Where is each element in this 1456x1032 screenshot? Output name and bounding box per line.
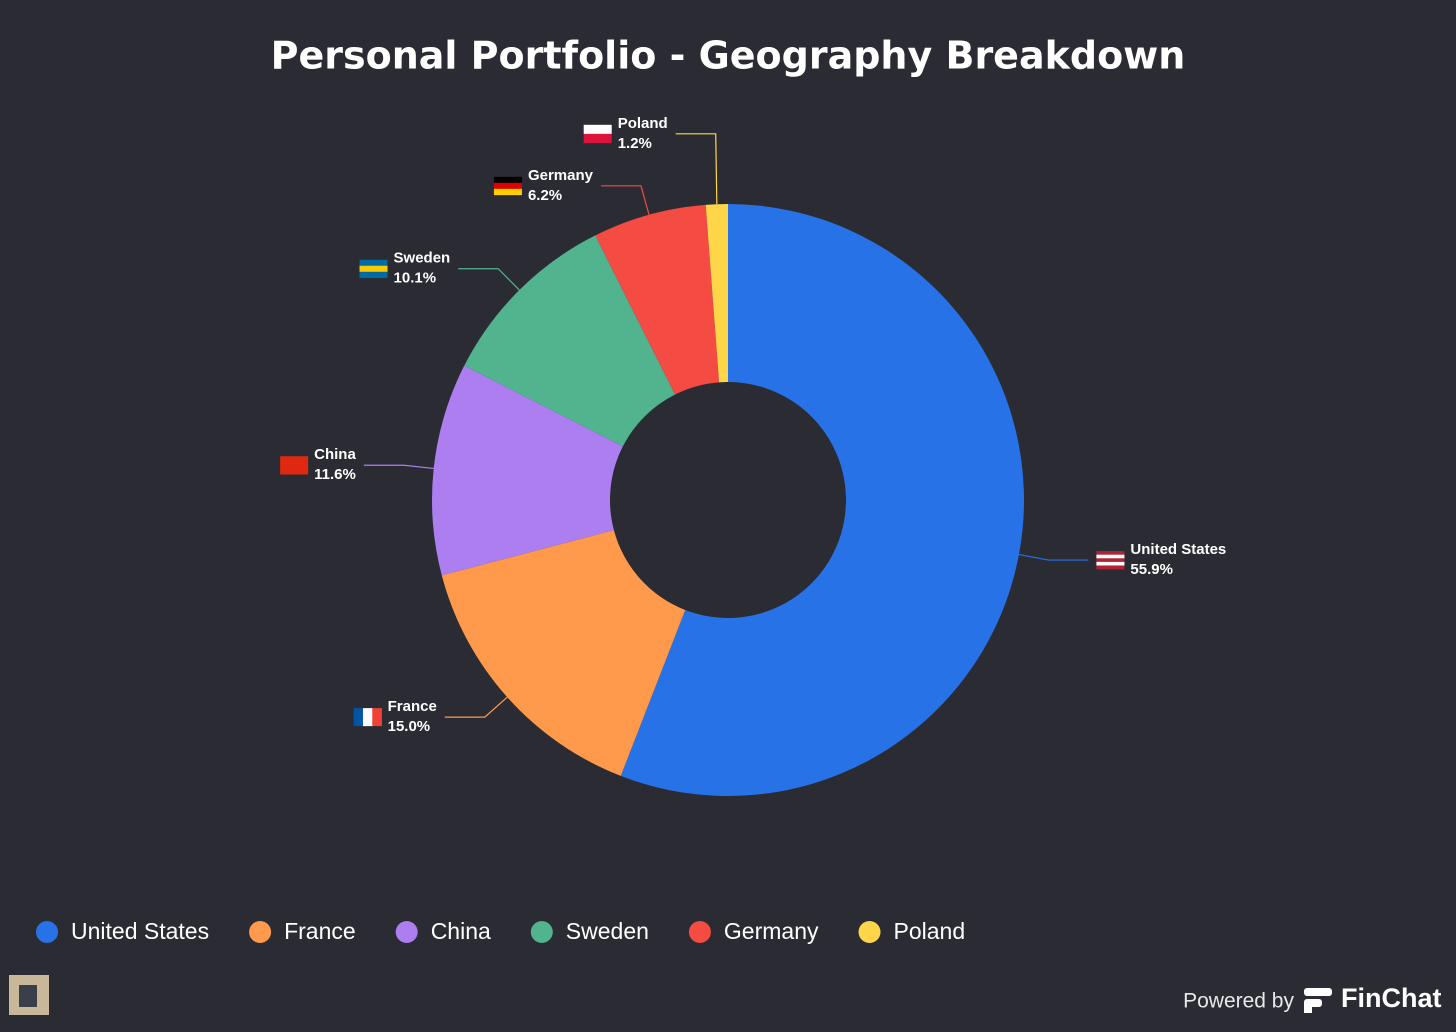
donut-slice xyxy=(432,365,623,576)
flag-icon xyxy=(1096,551,1125,570)
label-name: France xyxy=(388,698,437,715)
data-label: France 15.0% xyxy=(388,698,437,735)
flag-stripe xyxy=(362,708,373,727)
legend-marker xyxy=(395,921,418,943)
legend-marker xyxy=(249,921,272,943)
flag-stripe xyxy=(583,133,612,144)
label-name: United States xyxy=(1130,541,1226,558)
flag-icon xyxy=(583,124,612,144)
flag-stripe xyxy=(1096,554,1125,559)
leader-line xyxy=(363,464,434,470)
label-name: Sweden xyxy=(394,250,451,267)
label-value: 1.2% xyxy=(618,135,652,152)
chart-title: Personal Portfolio - Geography Breakdown xyxy=(271,34,1186,78)
donut-slice xyxy=(464,235,676,447)
flag-stripe xyxy=(493,182,522,190)
leader-line xyxy=(444,696,508,718)
flag-stripe xyxy=(359,265,388,273)
flag-stripe xyxy=(493,188,522,196)
donut-slice xyxy=(705,204,728,383)
label-value: 55.9% xyxy=(1130,561,1173,578)
legend-marker xyxy=(688,921,711,943)
flag-stripe xyxy=(359,271,388,279)
legend-label: China xyxy=(431,918,491,944)
data-label: Germany 6.2% xyxy=(528,167,594,204)
flag-icon xyxy=(280,456,309,475)
flag-stripe xyxy=(1096,561,1125,566)
flag-stripe xyxy=(372,708,382,727)
data-label: China 11.6% xyxy=(314,446,356,483)
label-name: Poland xyxy=(618,115,668,132)
leader-line xyxy=(1018,553,1089,561)
legend-label: Sweden xyxy=(566,918,649,944)
flag-stripe xyxy=(1096,565,1125,570)
donut-slice xyxy=(595,204,720,395)
legend-label: United States xyxy=(71,918,209,944)
label-value: 11.6% xyxy=(314,466,356,483)
legend-marker xyxy=(858,921,881,943)
avatar xyxy=(9,975,49,1015)
label-name: China xyxy=(314,446,356,463)
brand-logo xyxy=(1304,988,1332,1013)
powered-by: Powered by xyxy=(1183,990,1294,1013)
legend-marker xyxy=(36,921,58,943)
data-label: United States 55.9% xyxy=(1130,541,1226,578)
label-value: 6.2% xyxy=(528,187,562,204)
flag-icon xyxy=(493,176,522,196)
label-value: 10.1% xyxy=(394,270,437,287)
legend-label: Poland xyxy=(894,918,966,944)
legend-label: Germany xyxy=(724,918,819,944)
flag-stripe xyxy=(353,708,364,727)
brand: FinChat xyxy=(1341,983,1442,1013)
label-value: 15.0% xyxy=(388,718,431,735)
flag-stripe xyxy=(280,456,309,475)
flag-stripe xyxy=(1096,558,1125,563)
donut-slice xyxy=(441,530,686,776)
flag-icon xyxy=(359,259,388,279)
flag-stripe xyxy=(583,124,612,135)
flag-stripe xyxy=(359,259,388,267)
leader-line xyxy=(675,133,718,205)
data-label: Poland 1.2% xyxy=(618,115,668,152)
flag-stripe xyxy=(1096,551,1125,555)
leader-line xyxy=(600,185,650,215)
label-name: Germany xyxy=(528,167,594,184)
donut-slice xyxy=(620,204,1024,796)
leader-line xyxy=(458,268,520,291)
data-label: Sweden 10.1% xyxy=(394,250,451,287)
legend-label: France xyxy=(284,918,356,944)
flag-stripe xyxy=(493,176,522,184)
legend-marker xyxy=(530,921,553,943)
footer: Powered by FinChat xyxy=(1183,983,1441,1013)
flag-icon xyxy=(353,708,382,727)
